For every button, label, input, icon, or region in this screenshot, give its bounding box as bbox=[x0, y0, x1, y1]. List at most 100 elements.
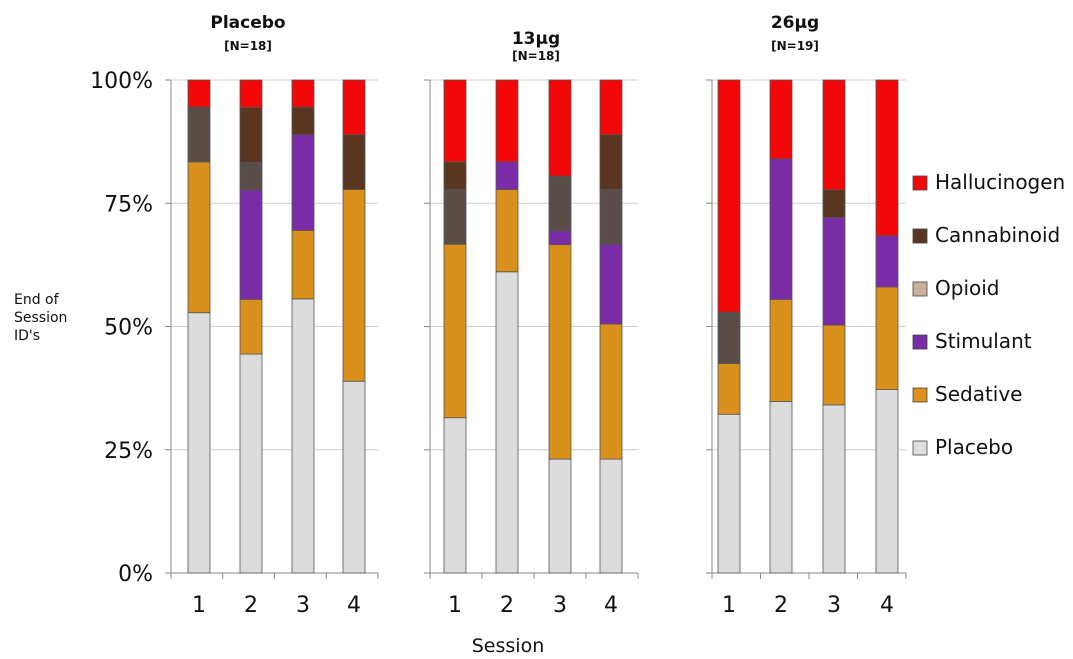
legend-swatch bbox=[912, 228, 928, 244]
bar-segment-cannabinoid bbox=[342, 134, 366, 190]
bar-segment-cannabinoid bbox=[599, 134, 623, 190]
x-tick-label: 1 bbox=[192, 593, 206, 618]
bar-segment-other bbox=[187, 106, 211, 163]
bar-segment-other bbox=[599, 189, 623, 245]
bar-segment-stimulant bbox=[239, 189, 263, 300]
x-tick-label: 4 bbox=[604, 593, 618, 618]
bar-segment-placebo bbox=[495, 271, 519, 574]
bar-segment-placebo bbox=[599, 458, 623, 574]
legend-label: Hallucinogen bbox=[935, 170, 1065, 194]
bar-segment-stimulant bbox=[875, 235, 899, 288]
bar-segment-other bbox=[717, 311, 741, 364]
bar-segment-cannabinoid bbox=[291, 106, 315, 136]
bar-segment-cannabinoid bbox=[443, 161, 467, 190]
bar-segment-stimulant bbox=[769, 158, 793, 300]
bar-segment-hallucinogen bbox=[187, 79, 211, 108]
y-tick-label: 0% bbox=[118, 562, 153, 587]
bar-segment-sedative bbox=[875, 286, 899, 391]
bar-segment-cannabinoid bbox=[822, 189, 846, 218]
bar-segment-placebo bbox=[291, 298, 315, 574]
bar-segment-cannabinoid bbox=[239, 107, 263, 163]
bar-segment-sedative bbox=[342, 189, 366, 382]
bar-segment-hallucinogen bbox=[599, 79, 623, 136]
bar-segment-placebo bbox=[769, 401, 793, 574]
bar-segment-hallucinogen bbox=[822, 79, 846, 191]
y-tick-label: 50% bbox=[104, 316, 153, 341]
x-tick-label: 2 bbox=[500, 593, 514, 618]
legend-label: Placebo bbox=[935, 435, 1013, 459]
y-tick-label: 25% bbox=[104, 439, 153, 464]
x-tick-label: 2 bbox=[774, 593, 788, 618]
y-axis: 0% 25% 50% 75% 100% bbox=[90, 69, 153, 587]
bar-segment-other bbox=[548, 175, 572, 232]
legend-swatch bbox=[912, 175, 928, 191]
legend-item: Placebo bbox=[912, 435, 1013, 459]
bar-segment-hallucinogen bbox=[495, 79, 519, 163]
panel-title: 26µg bbox=[771, 13, 819, 33]
bar-segment-sedative bbox=[495, 189, 519, 273]
x-tick-label: 3 bbox=[827, 593, 841, 618]
y-axis-label: End of Session ID's bbox=[14, 292, 67, 344]
legend-item: Opioid bbox=[912, 276, 999, 300]
bar-segment-hallucinogen bbox=[548, 79, 572, 177]
gridlines bbox=[171, 79, 906, 451]
bar-segment-sedative bbox=[291, 229, 315, 300]
bar-segment-placebo bbox=[548, 458, 572, 574]
legend-label: Opioid bbox=[935, 276, 999, 300]
bar-segment-sedative bbox=[187, 161, 211, 314]
bar-segment-stimulant bbox=[291, 134, 315, 231]
x-tick-label: 4 bbox=[347, 593, 361, 618]
panel-title: 13µg bbox=[512, 29, 560, 49]
bar-segment-hallucinogen bbox=[342, 79, 366, 136]
bar-segment-sedative bbox=[548, 244, 572, 460]
bar-segment-hallucinogen bbox=[717, 79, 741, 313]
bar-segment-stimulant bbox=[822, 217, 846, 326]
legend-item: Stimulant bbox=[912, 329, 1032, 353]
bar-segment-placebo bbox=[342, 380, 366, 574]
y-tick-label: 75% bbox=[104, 192, 153, 217]
bar-segment-hallucinogen bbox=[443, 79, 467, 163]
legend-label: Sedative bbox=[935, 382, 1023, 406]
bar-segment-other bbox=[239, 161, 263, 191]
y-tick-label: 100% bbox=[90, 69, 153, 94]
panel-title: Placebo bbox=[210, 13, 285, 33]
bar-segment-hallucinogen bbox=[875, 79, 899, 237]
bar-segment-hallucinogen bbox=[291, 79, 315, 108]
chart-panel: 1 2 3 4 13µg[N=18] bbox=[424, 29, 639, 618]
bar-segment-other bbox=[443, 189, 467, 245]
legend-item: Sedative bbox=[912, 382, 1023, 406]
legend-swatch bbox=[912, 334, 928, 350]
bar-segment-placebo bbox=[717, 413, 741, 574]
bar-segment-stimulant bbox=[495, 161, 519, 190]
x-tick-label: 1 bbox=[722, 593, 736, 618]
bar-segment-hallucinogen bbox=[239, 79, 263, 109]
x-tick-label: 1 bbox=[448, 593, 462, 618]
bar-segment-stimulant bbox=[548, 230, 572, 246]
legend-item: Cannabinoid bbox=[912, 223, 1060, 247]
x-tick-label: 4 bbox=[880, 593, 894, 618]
chart-panel: 1 2 3 4 Placebo [N=18] bbox=[165, 13, 379, 618]
legend-label: Cannabinoid bbox=[935, 223, 1060, 247]
legend-item: Hallucinogen bbox=[912, 170, 1065, 194]
bar-segment-sedative bbox=[822, 324, 846, 406]
legend-label: Stimulant bbox=[935, 329, 1032, 353]
legend-swatch bbox=[912, 440, 928, 456]
bar-segment-placebo bbox=[822, 404, 846, 574]
x-tick-label: 3 bbox=[553, 593, 567, 618]
bar-segment-placebo bbox=[443, 417, 467, 574]
legend: Hallucinogen Cannabinoid Opioid Stimulant Se… bbox=[912, 170, 1065, 459]
bar-segment-stimulant bbox=[599, 243, 623, 325]
bar-segment-placebo bbox=[239, 353, 263, 574]
bar-segment-placebo bbox=[875, 389, 899, 574]
legend-swatch bbox=[912, 281, 928, 297]
x-tick-label: 2 bbox=[244, 593, 258, 618]
bar-segment-hallucinogen bbox=[769, 79, 793, 160]
bar-segment-sedative bbox=[717, 363, 741, 415]
bar-segment-placebo bbox=[187, 312, 211, 574]
legend-swatch bbox=[912, 387, 928, 403]
x-axis-label: Session bbox=[472, 635, 545, 657]
panel-subtitle: [N=19] bbox=[771, 39, 819, 53]
panel-subtitle: [N=18] bbox=[512, 49, 560, 63]
